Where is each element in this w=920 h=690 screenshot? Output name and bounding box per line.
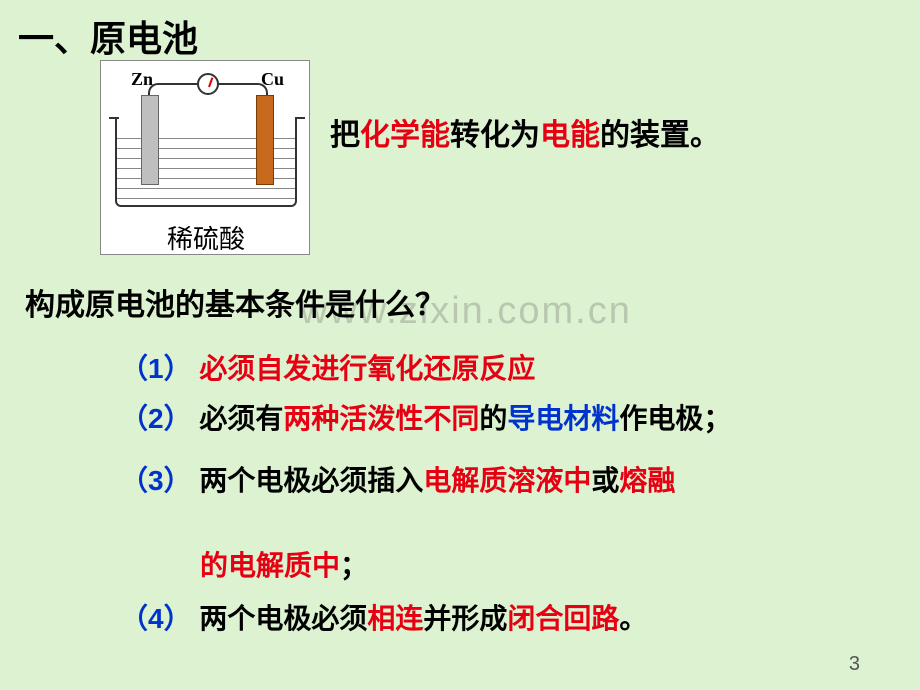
def-p2: 转化为 [450,119,540,152]
item4-r2: 闭合回路 [507,603,619,634]
item2-b1: 导电材料 [507,403,619,434]
def-t1: 化学能 [360,119,450,152]
item2-r1: 两种活泼性不同 [283,403,479,434]
beaker-lip-right [295,117,305,119]
condition-2: （2） 必须有两种活泼性不同的导电材料作电极； [120,398,731,440]
zn-electrode [141,95,159,185]
beaker-lip-left [109,117,119,119]
item4-num: （4） [120,603,192,634]
item4-p1: 两个电极必须 [199,603,367,634]
electrolyte-label: 稀硫酸 [101,219,311,256]
page-number: 3 [849,653,860,676]
question-text: 构成原电池的基本条件是什么？ [25,280,445,324]
condition-1: （1） 必须自发进行氧化还原反应 [120,348,535,390]
item4-p3: 。 [619,603,647,634]
item4-p2: 并形成 [423,603,507,634]
definition-text: 把化学能转化为电能的装置。 [330,110,720,154]
item3-num: （3） [120,465,192,496]
condition-4: （4） 两个电极必须相连并形成闭合回路。 [120,598,647,640]
cu-electrode [256,95,274,185]
item2-num: （2） [120,403,192,434]
item3-p2: 或 [591,465,619,496]
galvanic-cell-diagram: Zn Cu 稀硫酸 [100,60,310,255]
item2-p2: 的 [479,403,507,434]
def-t2: 电能 [540,119,600,152]
ammeter-icon [197,73,219,95]
item2-p1: 必须有 [199,403,283,434]
def-p1: 把 [330,119,360,152]
item3-r2: 熔融 [619,465,675,496]
item3-p1: 两个电极必须插入 [199,465,423,496]
def-p3: 的装置。 [600,119,720,152]
item1-text: 必须自发进行氧化还原反应 [199,353,535,384]
condition-3-line2: 的电解质中； [200,545,368,587]
item1-num: （1） [120,353,192,384]
section-heading: 一、原电池 [18,10,198,62]
item2-p3: 作电极； [619,403,731,434]
item4-r1: 相连 [367,603,423,634]
condition-3-line1: （3） 两个电极必须插入电解质溶液中或熔融 [120,460,900,502]
item3-r1: 电解质溶液中 [423,465,591,496]
item3b-r1: 的电解质中 [200,550,340,581]
item3b-p1: ； [340,550,368,581]
